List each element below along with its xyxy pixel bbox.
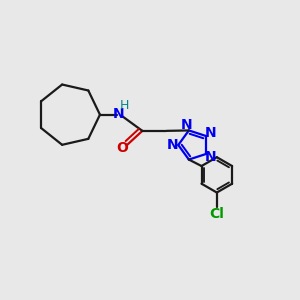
Text: O: O bbox=[116, 141, 128, 155]
Text: N: N bbox=[167, 138, 178, 152]
Text: N: N bbox=[113, 107, 124, 121]
Text: N: N bbox=[205, 150, 217, 164]
Text: H: H bbox=[120, 99, 129, 112]
Text: N: N bbox=[181, 118, 193, 132]
Text: Cl: Cl bbox=[209, 207, 224, 221]
Text: N: N bbox=[205, 126, 217, 140]
